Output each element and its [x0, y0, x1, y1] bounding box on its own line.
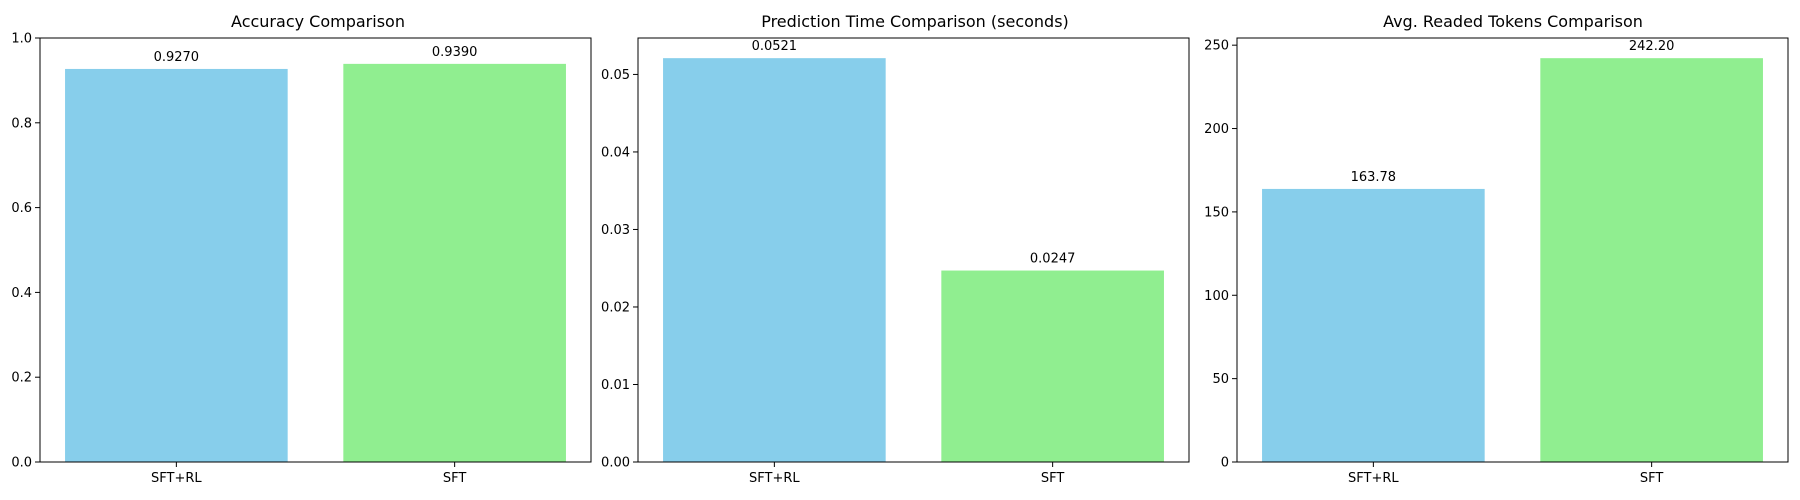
y-tick-label: 0.0	[11, 456, 32, 471]
data-label: 163.78	[1351, 170, 1397, 185]
axes-frame	[1236, 37, 1789, 463]
chart-title: Avg. Readed Tokens Comparison	[1383, 12, 1643, 31]
axes-frame	[39, 37, 592, 463]
y-tick-label: 0	[1221, 456, 1229, 471]
axes-frame	[637, 37, 1190, 463]
y-tick-label: 0.02	[601, 300, 630, 315]
y-tick-label: 0.4	[11, 286, 32, 301]
y-tick-label: 0.03	[601, 223, 630, 238]
bar-sft	[1540, 58, 1763, 463]
data-label: 242.20	[1629, 39, 1675, 54]
bar-sft-rl	[65, 68, 288, 463]
data-label: 0.9390	[432, 45, 478, 60]
chart-title: Accuracy Comparison	[231, 12, 405, 31]
x-tick-label: SFT+RL	[151, 471, 202, 486]
x-tick-label: SFT+RL	[749, 471, 800, 486]
y-tick-label: 0.2	[11, 371, 32, 386]
x-tick-label: SFT+RL	[1348, 471, 1399, 486]
y-tick-label: 250	[1204, 39, 1229, 54]
x-tick-label: SFT	[1041, 471, 1065, 486]
x-tick-label: SFT	[443, 471, 467, 486]
prediction-time-chart-panel: Prediction Time Comparison (seconds) 0.0…	[601, 12, 1190, 486]
y-tick-label: 150	[1204, 205, 1229, 220]
y-tick-label: 100	[1204, 289, 1229, 304]
y-tick-label: 0.01	[601, 378, 630, 393]
bar-sft	[343, 63, 566, 462]
bar-sft	[941, 270, 1164, 462]
bar-sft-rl	[663, 58, 886, 462]
y-tick-label: 0.8	[11, 116, 32, 131]
accuracy-chart-panel: Accuracy Comparison 0.9270 SFT+RL 0.9390 SF…	[11, 12, 592, 486]
x-tick-label: SFT	[1640, 471, 1664, 486]
y-tick-label: 0.04	[601, 145, 630, 160]
y-tick-label: 0.6	[11, 201, 32, 216]
y-tick-label: 1.0	[11, 32, 32, 47]
y-tick-label: 200	[1204, 122, 1229, 137]
chart-title: Prediction Time Comparison (seconds)	[761, 12, 1069, 31]
y-tick-label: 0.00	[601, 456, 630, 471]
y-tick-label: 50	[1212, 372, 1229, 387]
data-label: 0.9270	[154, 50, 200, 65]
data-label: 0.0521	[752, 39, 798, 54]
data-label: 0.0247	[1030, 252, 1076, 267]
avg-tokens-chart-panel: Avg. Readed Tokens Comparison 163.78 SFT+…	[1204, 12, 1789, 486]
y-tick-label: 0.05	[601, 68, 630, 83]
bar-sft-rl	[1262, 188, 1485, 462]
